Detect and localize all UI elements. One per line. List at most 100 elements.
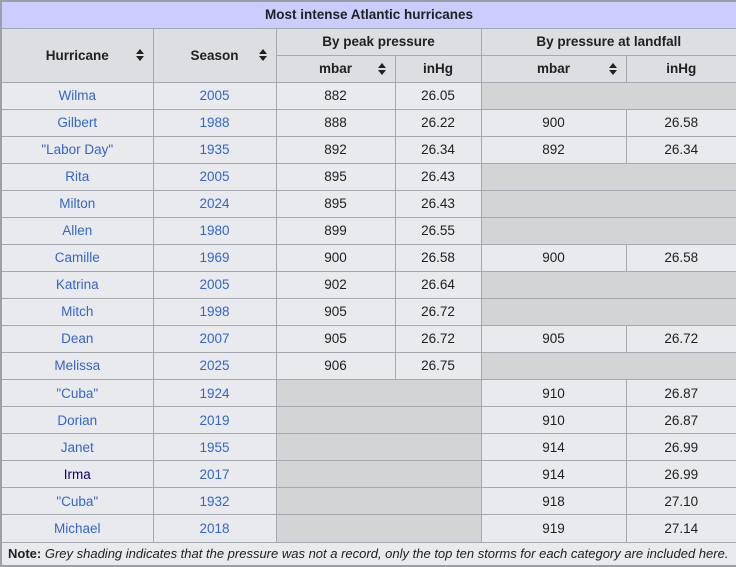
table-row: Wilma 2005 882 26.05 (0, 81, 736, 110)
season-cell: 1969 (152, 243, 277, 272)
season-link[interactable]: 1988 (199, 115, 230, 131)
header-row-groups: Hurricane Season By peak pressure By pre… (0, 27, 736, 83)
sort-header-season[interactable]: Season (152, 27, 277, 83)
hurricane-link[interactable]: Allen (62, 223, 93, 239)
peak-inhg-cell: 26.72 (394, 297, 482, 326)
hurricane-link[interactable]: Milton (59, 196, 96, 212)
no-record-cell (480, 81, 736, 110)
hurricane-link[interactable]: Janet (60, 439, 94, 455)
landfall-inhg-cell: 26.72 (625, 324, 736, 353)
header-hurricane-label: Hurricane (45, 47, 109, 63)
table-row: Dean 2007 905 26.72 905 26.72 (0, 324, 736, 353)
landfall-mbar-cell: 919 (480, 514, 627, 543)
peak-inhg-cell: 26.05 (394, 81, 482, 110)
season-link[interactable]: 2017 (199, 466, 230, 482)
header-landfall-mbar-label: mbar (536, 61, 570, 76)
sort-header-landfall-mbar[interactable]: mbar (480, 54, 627, 83)
hurricane-cell: Melissa (0, 351, 154, 381)
hurricane-link[interactable]: Gilbert (57, 115, 98, 131)
peak-mbar-cell: 905 (275, 324, 396, 353)
peak-mbar-cell: 906 (275, 351, 396, 381)
hurricane-cell: Janet (0, 433, 154, 462)
table-body: Wilma 2005 882 26.05 Gilbert 1988 888 26.22 900 2… (0, 81, 736, 543)
season-cell: 2017 (152, 460, 277, 489)
table-row: Janet 1955 914 26.99 (0, 433, 736, 462)
season-link[interactable]: 1969 (199, 250, 230, 266)
hurricane-link[interactable]: Michael (53, 520, 101, 536)
hurricane-link[interactable]: Dorian (57, 412, 98, 428)
sort-icon (608, 62, 617, 75)
hurricane-cell: "Cuba" (0, 487, 154, 516)
season-cell: 2024 (152, 189, 277, 218)
landfall-inhg-cell: 26.87 (625, 379, 736, 408)
table-row: Melissa 2025 906 26.75 (0, 351, 736, 381)
season-link[interactable]: 2025 (199, 358, 230, 374)
season-cell: 1955 (152, 433, 277, 462)
no-record-cell (275, 433, 482, 462)
season-cell: 2018 (152, 514, 277, 543)
peak-inhg-cell: 26.43 (394, 189, 482, 218)
hurricane-cell: Camille (0, 243, 154, 272)
season-cell: 1980 (152, 216, 277, 245)
header-peak-mbar-label: mbar (318, 61, 352, 76)
no-record-cell (480, 216, 736, 245)
landfall-mbar-cell: 900 (480, 108, 627, 137)
season-cell: 1935 (152, 135, 277, 164)
landfall-inhg-cell: 26.58 (625, 108, 736, 137)
table-row: Dorian 2019 910 26.87 (0, 406, 736, 435)
peak-mbar-cell: 899 (275, 216, 396, 245)
season-cell: 2005 (152, 270, 277, 299)
season-link[interactable]: 1924 (199, 385, 230, 401)
hurricane-link[interactable]: Camille (54, 250, 100, 266)
hurricane-link[interactable]: "Cuba" (56, 385, 99, 401)
table-title: Most intense Atlantic hurricanes (0, 0, 736, 29)
landfall-inhg-cell: 26.99 (625, 460, 736, 489)
hurricane-link[interactable]: Mitch (61, 304, 94, 320)
season-link[interactable]: 2005 (199, 169, 230, 185)
season-cell: 2007 (152, 324, 277, 353)
season-link[interactable]: 2024 (199, 196, 230, 212)
header-peak-group: By peak pressure (275, 27, 482, 56)
season-link[interactable]: 2007 (199, 331, 230, 347)
season-link[interactable]: 1955 (199, 439, 230, 455)
no-record-cell (480, 351, 736, 381)
hurricane-link[interactable]: Wilma (58, 88, 97, 104)
season-cell: 1924 (152, 379, 277, 408)
season-link[interactable]: 1935 (199, 142, 230, 158)
table-row: Mitch 1998 905 26.72 (0, 297, 736, 326)
title-row: Most intense Atlantic hurricanes (0, 0, 736, 29)
hurricane-cell: Dorian (0, 406, 154, 435)
season-link[interactable]: 1932 (199, 493, 230, 509)
hurricane-link[interactable]: Dean (61, 331, 94, 347)
landfall-mbar-cell: 914 (480, 433, 627, 462)
table-row: "Cuba" 1924 910 26.87 (0, 379, 736, 408)
season-link[interactable]: 2018 (199, 520, 230, 536)
season-link[interactable]: 2019 (199, 412, 230, 428)
hurricane-link[interactable]: Melissa (54, 358, 101, 374)
peak-inhg-cell: 26.34 (394, 135, 482, 164)
peak-inhg-cell: 26.72 (394, 324, 482, 353)
note-cell: Note: Grey shading indicates that the pr… (0, 541, 736, 567)
season-link[interactable]: 2005 (199, 88, 230, 104)
no-record-cell (480, 297, 736, 326)
sort-header-hurricane[interactable]: Hurricane (0, 27, 154, 83)
landfall-mbar-cell: 900 (480, 243, 627, 272)
landfall-mbar-cell: 910 (480, 379, 627, 408)
hurricane-link[interactable]: Irma (63, 466, 91, 482)
hurricane-cell: Katrina (0, 270, 154, 299)
header-row-units: mbar inHg mbar inHg (1, 54, 736, 83)
peak-mbar-cell: 888 (275, 108, 396, 137)
header-landfall-group: By pressure at landfall (480, 27, 736, 56)
season-link[interactable]: 1980 (199, 223, 230, 239)
hurricane-link[interactable]: "Labor Day" (41, 142, 114, 158)
hurricane-link[interactable]: Rita (65, 169, 90, 185)
landfall-inhg-cell: 26.34 (625, 135, 736, 164)
hurricane-link[interactable]: Katrina (55, 277, 99, 293)
sort-header-peak-mbar[interactable]: mbar (275, 54, 396, 83)
season-link[interactable]: 2005 (199, 277, 230, 293)
header-season-label: Season (190, 47, 239, 63)
season-cell: 2025 (152, 351, 277, 381)
hurricane-link[interactable]: "Cuba" (56, 493, 99, 509)
season-link[interactable]: 1998 (199, 304, 230, 320)
